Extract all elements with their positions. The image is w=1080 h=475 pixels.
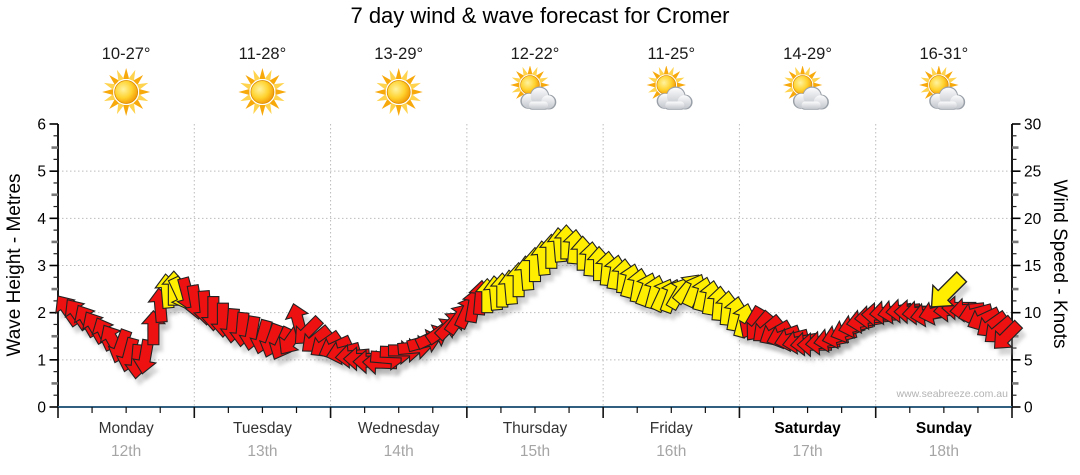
wave-axis-tick-label: 0: [37, 400, 46, 417]
wave-axis-tick-label: 4: [37, 211, 46, 228]
partly-cloudy-icon: [510, 65, 556, 109]
wave-axis-tick-label: 3: [37, 258, 46, 275]
partly-cloudy-icon: [919, 65, 965, 109]
day-name-label: Friday: [650, 420, 693, 437]
wave-axis-tick-label: 2: [37, 305, 46, 322]
wave-height-axis-title: Wave Height - Metres: [4, 173, 25, 357]
day-date-label: 14th: [384, 443, 414, 460]
day-footers: Monday 12th Tuesday 13th Wednesday 14th Thursd…: [99, 420, 973, 460]
day-headers: 10-27° 11-28° 13-29° 12-22° 11-25° 14-29° 16-3…: [101, 45, 968, 117]
page-title: 7 day wind & wave forecast for Cromer: [350, 3, 730, 28]
wave-axis-tick-label: 5: [37, 164, 46, 181]
temperature-range-label: 10-27°: [102, 45, 151, 63]
wind-arrows: [55, 224, 1024, 380]
sunny-icon: [101, 67, 151, 117]
axis-tick-labels: 0 1 2 3 4 5 6 0 5 10 15 20 25 30: [37, 117, 1041, 417]
wind-arrow: [132, 338, 158, 375]
day-date-label: 15th: [520, 443, 550, 460]
temperature-range-label: 12-22°: [511, 45, 560, 63]
day-name-label: Thursday: [503, 420, 568, 437]
day-date-label: 18th: [929, 443, 959, 460]
wind-speed-axis-title: Wind Speed - Knots: [1049, 179, 1070, 349]
wind-arrow: [993, 319, 1024, 349]
wind-axis-tick-label: 30: [1024, 117, 1042, 134]
partly-cloudy-icon: [647, 65, 693, 109]
watermark: www.seabreeze.com.au: [896, 388, 1008, 400]
sunny-icon: [374, 67, 424, 117]
day-name-label: Saturday: [774, 420, 841, 437]
wind-axis-tick-label: 15: [1024, 258, 1041, 275]
day-name-label: Tuesday: [233, 420, 292, 437]
temperature-range-label: 11-28°: [239, 45, 287, 63]
wind-axis-tick-label: 25: [1024, 164, 1041, 181]
temperature-range-label: 13-29°: [374, 45, 423, 63]
day-date-label: 16th: [656, 443, 686, 460]
temperature-range-label: 14-29°: [783, 45, 832, 63]
wind-axis-tick-label: 20: [1024, 211, 1042, 228]
temperature-range-label: 16-31°: [919, 45, 968, 63]
day-date-label: 17th: [792, 443, 822, 460]
day-date-label: 12th: [111, 443, 141, 460]
day-name-label: Sunday: [916, 420, 972, 437]
sunny-icon: [238, 67, 287, 117]
wind-axis-tick-label: 10: [1024, 305, 1042, 322]
partly-cloudy-icon: [783, 65, 829, 109]
wind-axis-tick-label: 5: [1024, 352, 1033, 369]
day-name-label: Monday: [99, 420, 154, 437]
wave-axis-tick-label: 6: [37, 117, 46, 134]
wind-arrow: [930, 271, 968, 308]
wind-axis-tick-label: 0: [1024, 400, 1033, 417]
temperature-range-label: 11-25°: [647, 45, 695, 63]
day-date-label: 13th: [247, 443, 277, 460]
wave-axis-tick-label: 1: [37, 352, 46, 369]
day-name-label: Wednesday: [358, 420, 440, 437]
